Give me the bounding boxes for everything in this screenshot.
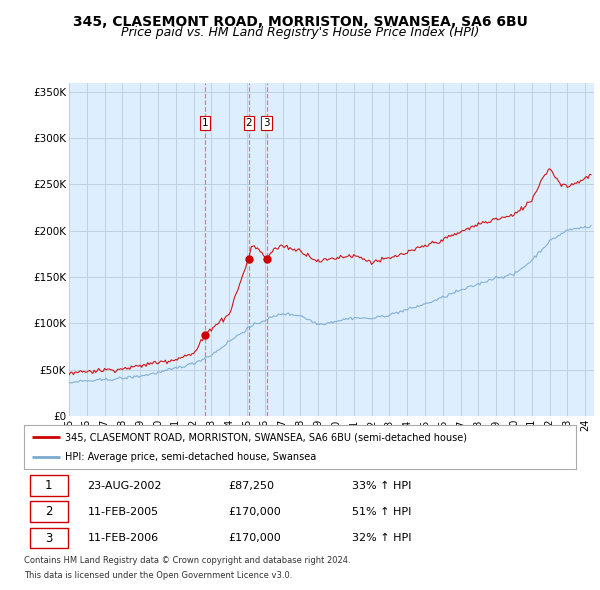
Text: 345, CLASEMONT ROAD, MORRISTON, SWANSEA, SA6 6BU: 345, CLASEMONT ROAD, MORRISTON, SWANSEA,… (73, 15, 527, 29)
Text: 345, CLASEMONT ROAD, MORRISTON, SWANSEA, SA6 6BU (semi-detached house): 345, CLASEMONT ROAD, MORRISTON, SWANSEA,… (65, 432, 467, 442)
Text: £170,000: £170,000 (228, 533, 281, 543)
Text: 2: 2 (45, 505, 53, 519)
Text: 23-AUG-2002: 23-AUG-2002 (88, 480, 162, 490)
Text: 1: 1 (202, 117, 208, 127)
Text: 3: 3 (263, 117, 270, 127)
Text: 51% ↑ HPI: 51% ↑ HPI (352, 507, 412, 517)
Bar (29, 527, 68, 549)
Text: 33% ↑ HPI: 33% ↑ HPI (352, 480, 412, 490)
Text: £87,250: £87,250 (228, 480, 274, 490)
Text: 11-FEB-2005: 11-FEB-2005 (88, 507, 158, 517)
Text: Contains HM Land Registry data © Crown copyright and database right 2024.: Contains HM Land Registry data © Crown c… (24, 556, 350, 565)
Text: 2: 2 (245, 117, 252, 127)
Text: 32% ↑ HPI: 32% ↑ HPI (352, 533, 412, 543)
Text: 1: 1 (45, 479, 53, 492)
Text: HPI: Average price, semi-detached house, Swansea: HPI: Average price, semi-detached house,… (65, 452, 317, 461)
Bar (29, 502, 68, 522)
Text: This data is licensed under the Open Government Licence v3.0.: This data is licensed under the Open Gov… (24, 571, 292, 580)
Bar (29, 475, 68, 496)
Text: 11-FEB-2006: 11-FEB-2006 (88, 533, 158, 543)
Text: 3: 3 (45, 532, 53, 545)
Text: £170,000: £170,000 (228, 507, 281, 517)
Text: Price paid vs. HM Land Registry's House Price Index (HPI): Price paid vs. HM Land Registry's House … (121, 26, 479, 39)
